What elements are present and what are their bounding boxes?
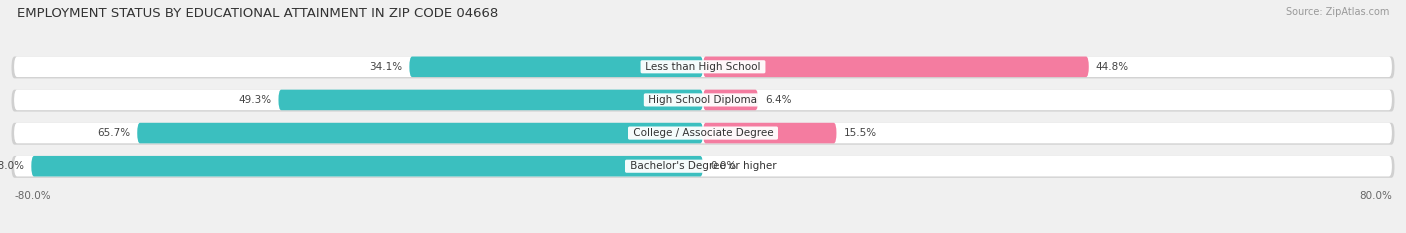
Text: 6.4%: 6.4% <box>765 95 792 105</box>
FancyBboxPatch shape <box>14 123 1392 143</box>
Text: 78.0%: 78.0% <box>0 161 24 171</box>
FancyBboxPatch shape <box>138 123 703 143</box>
FancyBboxPatch shape <box>31 156 703 176</box>
FancyBboxPatch shape <box>11 57 1395 78</box>
Text: Less than High School: Less than High School <box>643 62 763 72</box>
Text: 80.0%: 80.0% <box>1360 191 1392 201</box>
Text: Source: ZipAtlas.com: Source: ZipAtlas.com <box>1285 7 1389 17</box>
FancyBboxPatch shape <box>11 123 1395 145</box>
Text: 15.5%: 15.5% <box>844 128 876 138</box>
FancyBboxPatch shape <box>703 123 837 143</box>
FancyBboxPatch shape <box>278 90 703 110</box>
FancyBboxPatch shape <box>11 90 1395 112</box>
FancyBboxPatch shape <box>703 57 1088 77</box>
Text: 0.0%: 0.0% <box>710 161 737 171</box>
Text: Bachelor's Degree or higher: Bachelor's Degree or higher <box>627 161 779 171</box>
Text: 65.7%: 65.7% <box>97 128 131 138</box>
Text: High School Diploma: High School Diploma <box>645 95 761 105</box>
Text: College / Associate Degree: College / Associate Degree <box>630 128 776 138</box>
Text: EMPLOYMENT STATUS BY EDUCATIONAL ATTAINMENT IN ZIP CODE 04668: EMPLOYMENT STATUS BY EDUCATIONAL ATTAINM… <box>17 7 498 20</box>
FancyBboxPatch shape <box>14 156 1392 176</box>
Text: -80.0%: -80.0% <box>14 191 51 201</box>
Text: 44.8%: 44.8% <box>1095 62 1129 72</box>
FancyBboxPatch shape <box>14 57 1392 77</box>
FancyBboxPatch shape <box>409 57 703 77</box>
FancyBboxPatch shape <box>14 90 1392 110</box>
FancyBboxPatch shape <box>11 156 1395 178</box>
Text: 34.1%: 34.1% <box>370 62 402 72</box>
FancyBboxPatch shape <box>703 90 758 110</box>
Text: 49.3%: 49.3% <box>239 95 271 105</box>
